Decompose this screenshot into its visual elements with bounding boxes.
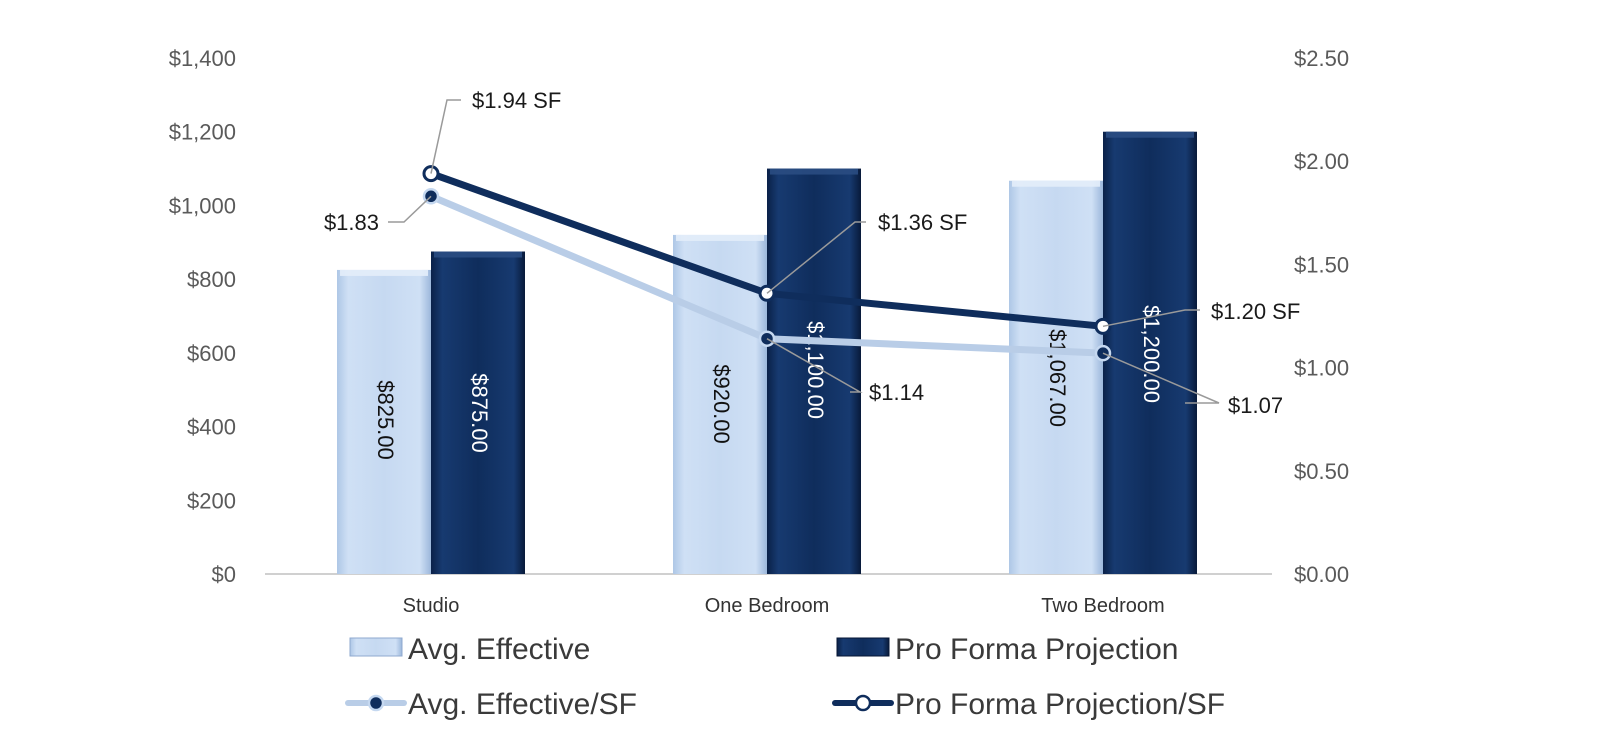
left-axis-tick: $1,200 bbox=[169, 120, 236, 145]
bar-label-avg-effective: $920.00 bbox=[709, 364, 734, 444]
bar-bevel bbox=[1106, 131, 1194, 138]
bar-bevel bbox=[770, 168, 858, 175]
callout-avg-effective-sf: $1.07 bbox=[1228, 393, 1283, 418]
callout-pro-forma-sf: $1.20 SF bbox=[1211, 299, 1300, 324]
callout-leader bbox=[430, 99, 461, 174]
left-axis-tick: $400 bbox=[187, 415, 236, 440]
bar-label-pro-forma: $1,200.00 bbox=[1139, 305, 1164, 403]
callout-leader bbox=[766, 338, 863, 393]
legend-marker-pro-forma-sf bbox=[854, 694, 872, 712]
legend-label: Avg. Effective bbox=[408, 633, 590, 666]
right-axis-tick: $2.50 bbox=[1294, 46, 1349, 71]
left-axis-tick: $1,000 bbox=[169, 193, 236, 218]
bar-bevel bbox=[676, 234, 764, 241]
callout-avg-effective-sf: $1.14 bbox=[869, 380, 924, 405]
right-axis-tick: $2.00 bbox=[1294, 149, 1349, 174]
right-axis-tick: $1.50 bbox=[1294, 252, 1349, 277]
left-axis-tick: $200 bbox=[187, 488, 236, 513]
category-labels: Studio One Bedroom Two Bedroom bbox=[403, 595, 1165, 617]
bar-avg-effective bbox=[1009, 180, 1103, 574]
category-label: Two Bedroom bbox=[1041, 595, 1164, 617]
callout-leader bbox=[388, 195, 432, 223]
callout-pro-forma-sf: $1.94 SF bbox=[472, 88, 561, 113]
legend-label: Avg. Effective/SF bbox=[408, 688, 637, 721]
bar-label-avg-effective: $825.00 bbox=[373, 380, 398, 460]
legend: Avg. Effective Pro Forma Projection Avg. E… bbox=[345, 633, 1225, 721]
legend-label: Pro Forma Projection bbox=[895, 633, 1178, 666]
bar-pro-forma bbox=[1103, 131, 1197, 574]
left-axis-tick: $600 bbox=[187, 341, 236, 366]
left-axis-tick: $1,400 bbox=[169, 46, 236, 71]
legend-swatch-avg-effective bbox=[349, 637, 403, 657]
bar-label-pro-forma: $875.00 bbox=[467, 373, 492, 453]
category-label: Studio bbox=[403, 595, 460, 617]
left-axis-tick: $0 bbox=[212, 562, 236, 587]
right-axis-tick: $1.00 bbox=[1294, 356, 1349, 381]
lines: $1.83 $1.14 $1.07 $1.94 SF $1.36 SF $1.20 SF bbox=[324, 88, 1300, 418]
bar-bevel bbox=[340, 269, 428, 276]
bar-pro-forma bbox=[431, 251, 525, 574]
bar-avg-effective bbox=[337, 269, 431, 574]
callout-leader bbox=[1102, 352, 1220, 404]
legend-swatch-pro-forma bbox=[836, 637, 890, 657]
callout-pro-forma-sf: $1.36 SF bbox=[878, 210, 967, 235]
bar-pro-forma bbox=[767, 168, 861, 575]
callout-leader bbox=[766, 221, 866, 294]
legend-marker-avg-effective-sf bbox=[367, 694, 385, 712]
right-axis-tick: $0.50 bbox=[1294, 459, 1349, 484]
bars: $825.00 $920.00 $1,067.00 $875.00 $1,100.00 $… bbox=[337, 131, 1197, 575]
callout-leader bbox=[1102, 309, 1200, 328]
bar-bevel bbox=[1012, 180, 1100, 187]
left-axis-tick: $800 bbox=[187, 267, 236, 292]
bar-bevel bbox=[434, 251, 522, 258]
legend-label: Pro Forma Projection/SF bbox=[895, 688, 1225, 721]
right-axis-tick: $0.00 bbox=[1294, 562, 1349, 587]
category-label: One Bedroom bbox=[705, 595, 830, 617]
right-axis: $0.00 $0.50 $1.00 $1.50 $2.00 $2.50 bbox=[1294, 46, 1349, 587]
callout-avg-effective-sf: $1.83 bbox=[324, 210, 379, 235]
left-axis: $0 $200 $400 $600 $800 $1,000 $1,200 $1,400 bbox=[169, 46, 236, 587]
bar-label-avg-effective: $1,067.00 bbox=[1045, 329, 1070, 427]
bar-label-pro-forma: $1,100.00 bbox=[803, 321, 828, 419]
